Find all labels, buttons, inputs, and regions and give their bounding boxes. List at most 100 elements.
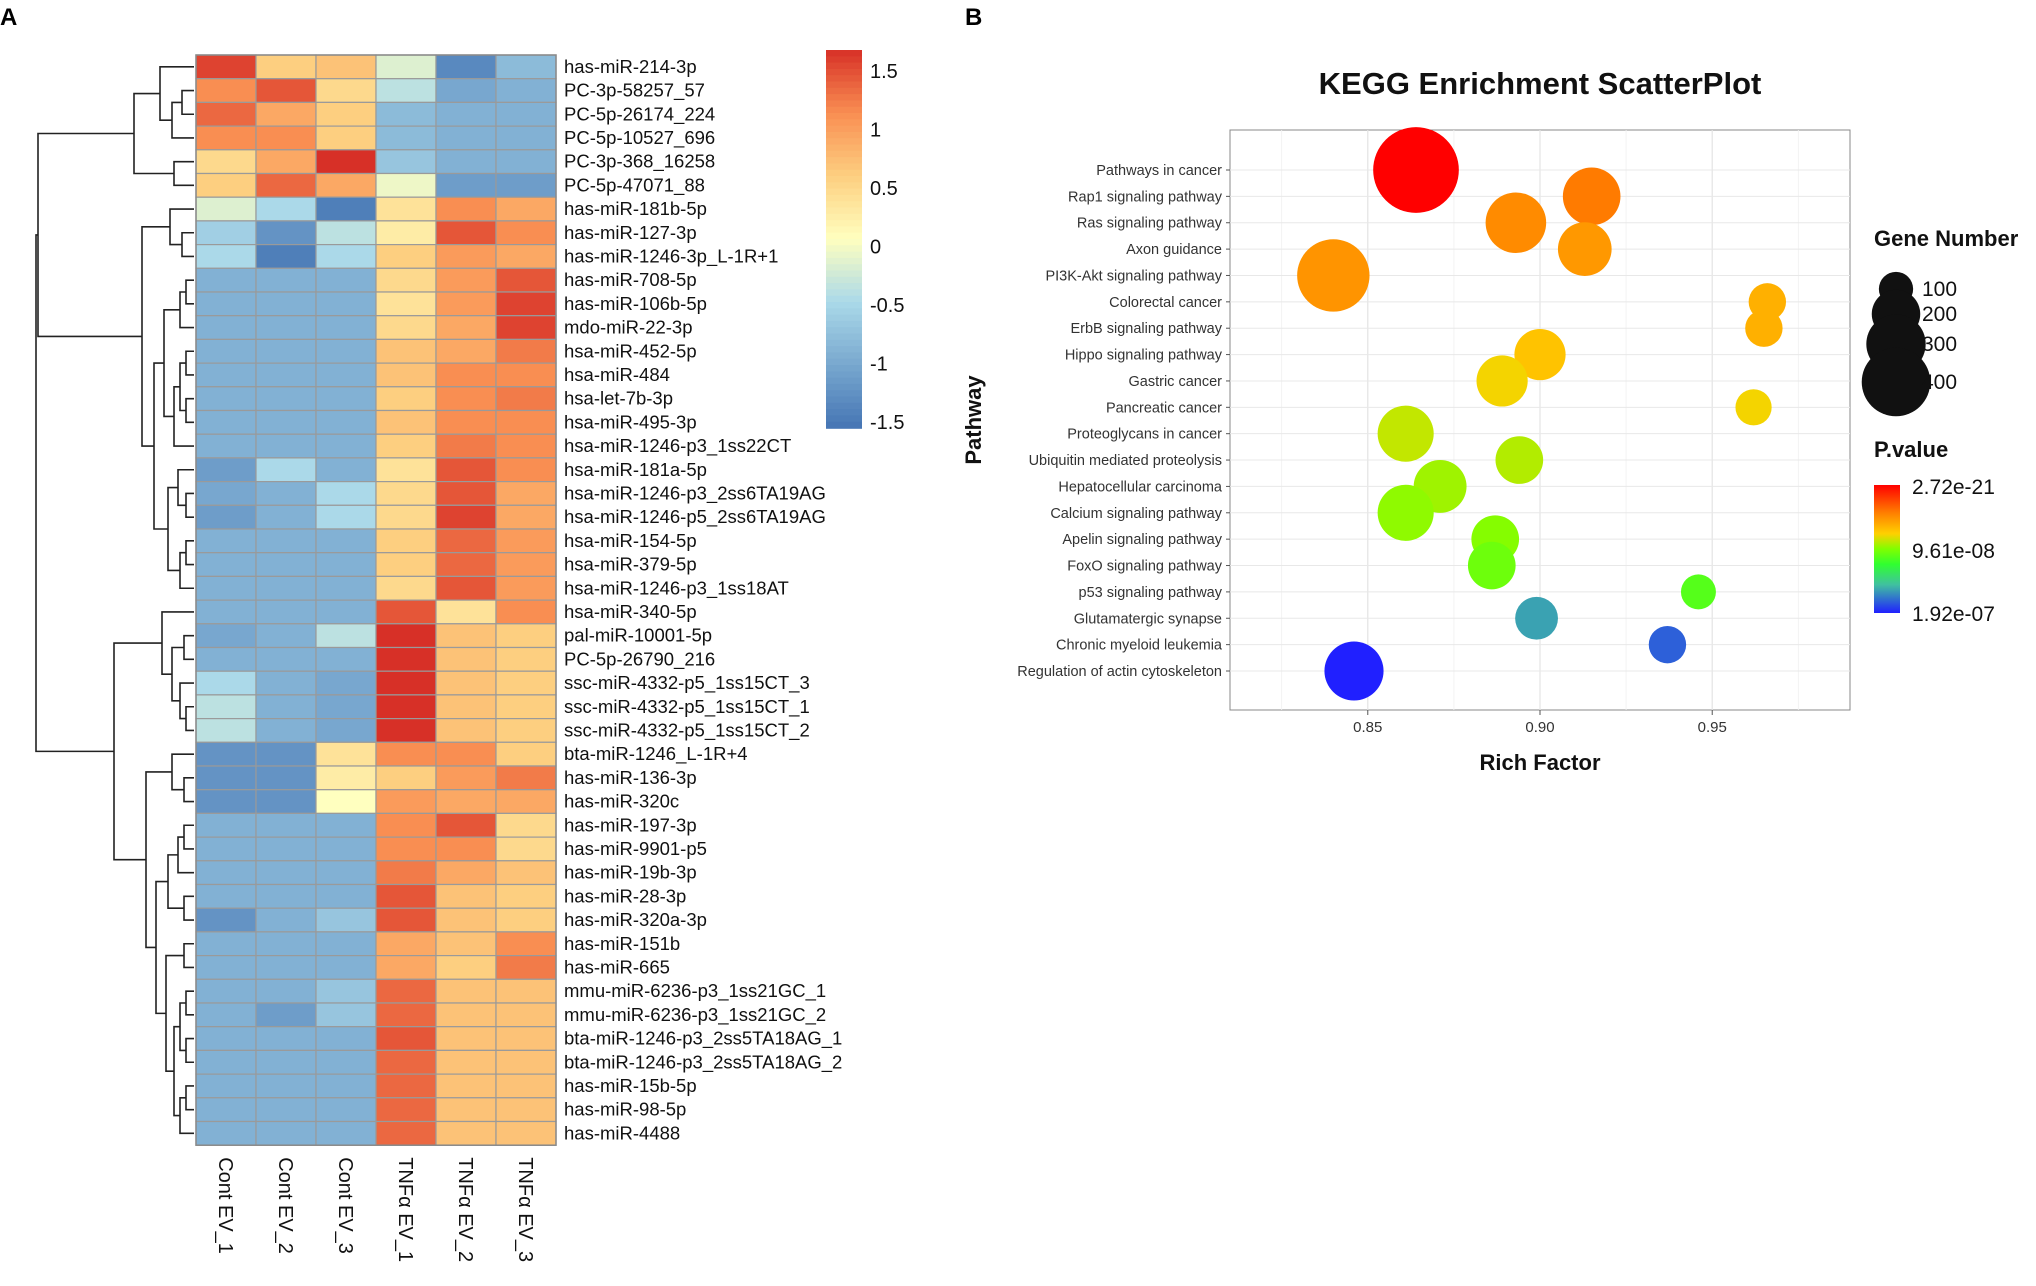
heatmap-cell [255,101,317,127]
heatmap-cell [255,883,317,909]
heatmap-cell [375,504,437,530]
heatmap-cell [435,552,497,578]
heatmap-row-label: ssc-miR-4332-p5_1ss15CT_2 [564,719,810,741]
gene-number-legend-label: 100 [1922,278,1957,301]
heatmap-cell [255,599,317,625]
heatmap-cell [195,931,257,957]
heatmap-cell [435,717,497,743]
heatmap-row-label: has-miR-320c [564,791,679,812]
heatmap-row-label: hsa-let-7b-3p [564,388,673,409]
heatmap-row-label: has-miR-320a-3p [564,909,707,930]
kegg-pathway-label: ErbB signaling pathway [1070,321,1222,337]
kegg-grid [1230,130,1850,710]
heatmap-cell [195,978,257,1004]
heatmap-cell [315,765,377,791]
heatmap-cell [195,244,257,269]
pvalue-legend: P.value 2.72e-21 9.61e-08 1.92e-07 [1874,437,1995,626]
heatmap-cell [435,1002,497,1028]
heatmap-row-label: hsa-miR-154-5p [564,530,697,551]
heatmap-cell [495,267,557,293]
heatmap-row-label: hsa-miR-340-5p [564,601,697,622]
heatmap-cell [255,315,317,341]
heatmap-cell [435,789,497,815]
heatmap-cell [315,883,377,909]
heatmap-column-label: TNFα EV_1 [394,1157,416,1262]
heatmap-cell [315,54,377,80]
heatmap-cell [375,789,437,815]
heatmap-cell [435,78,497,103]
heatmap-cell [435,125,497,151]
heatmap-row-label: ssc-miR-4332-p5_1ss15CT_1 [564,696,810,718]
heatmap-cell [195,1097,257,1123]
heatmap-row-label: has-miR-665 [564,956,670,977]
heatmap-cell [315,575,377,601]
heatmap-row-label: hsa-miR-1246-p3_2ss6TA19AG [564,482,826,504]
heatmap-cell [375,717,437,743]
kegg-point [1476,355,1528,407]
heatmap-cells [195,54,557,1146]
heatmap-row-label: hsa-miR-181a-5p [564,459,707,480]
heatmap-cell [195,1026,257,1051]
kegg-pathway-label: Regulation of actin cytoskeleton [1017,664,1222,680]
heatmap-cell [195,220,257,246]
heatmap-row-label: ssc-miR-4332-p5_1ss15CT_3 [564,672,810,694]
heatmap-cell [195,291,257,317]
heatmap-cell [195,1120,257,1146]
heatmap-cell [315,954,377,980]
heatmap-cell [315,931,377,957]
heatmap-cell [435,765,497,791]
heatmap-cell [255,575,317,601]
heatmap-cell [315,860,377,886]
heatmap-cell [375,552,437,578]
heatmap-cell [375,1026,437,1051]
heatmap-cell [495,907,557,933]
heatmap-cell [195,717,257,743]
heatmap-row-label: hsa-miR-1246-p3_1ss22CT [564,435,791,457]
heatmap-cell [435,291,497,317]
heatmap-cell [255,481,317,506]
heatmap-cell [315,220,377,246]
heatmap-cell [315,978,377,1004]
heatmap-cell [495,362,557,388]
heatmap-cell [435,646,497,672]
heatmap-cell [255,409,317,435]
pvalue-legend-label: 1.92e-07 [1912,603,1995,626]
heatmap-column-labels: Cont EV_1 Cont EV_2 Cont EV_3 TNFα EV_1 TNFα… [214,1157,536,1262]
heatmap-cell [435,1120,497,1146]
heatmap-cell [255,433,317,459]
heatmap-cell [255,765,317,791]
heatmap-row-label: mmu-miR-6236-p3_1ss21GC_2 [564,1004,826,1026]
heatmap-cell [255,717,317,743]
heatmap-row-label: hsa-miR-379-5p [564,554,697,575]
kegg-x-axis-label: Rich Factor [1479,750,1600,775]
heatmap-cell [375,1097,437,1123]
heatmap-cell [315,125,377,151]
heatmap-cell [255,646,317,672]
heatmap-cell [495,599,557,625]
heatmap-cell [195,338,257,364]
kegg-pathway-label: Ras signaling pathway [1077,216,1223,232]
heatmap-cell [375,457,437,483]
heatmap-cell [315,907,377,933]
heatmap-cell [495,433,557,459]
kegg-pathway-label: Glutamatergic synapse [1074,611,1222,627]
heatmap-cell [315,1002,377,1028]
heatmap-cell [255,741,317,767]
heatmap-cell [255,386,317,412]
heatmap-cell [315,741,377,767]
heatmap-cell [255,860,317,886]
heatmap-cell [375,101,437,127]
row-dendrogram [35,66,194,1135]
heatmap-cell [375,386,437,412]
heatmap-cell [435,504,497,530]
heatmap-cell [195,386,257,412]
heatmap-cell [315,1097,377,1123]
heatmap-row-label: PC-3p-58257_57 [564,80,705,102]
colorbar-tick-label: 1.5 [870,61,898,83]
heatmap-cell [435,528,497,554]
heatmap-cell [255,1073,317,1099]
heatmap-cell [495,552,557,578]
kegg-pathway-label: Pancreatic cancer [1106,400,1222,416]
heatmap-colorbar: 1.5 1 0.5 0 -0.5 -1 -1.5 [826,50,904,434]
